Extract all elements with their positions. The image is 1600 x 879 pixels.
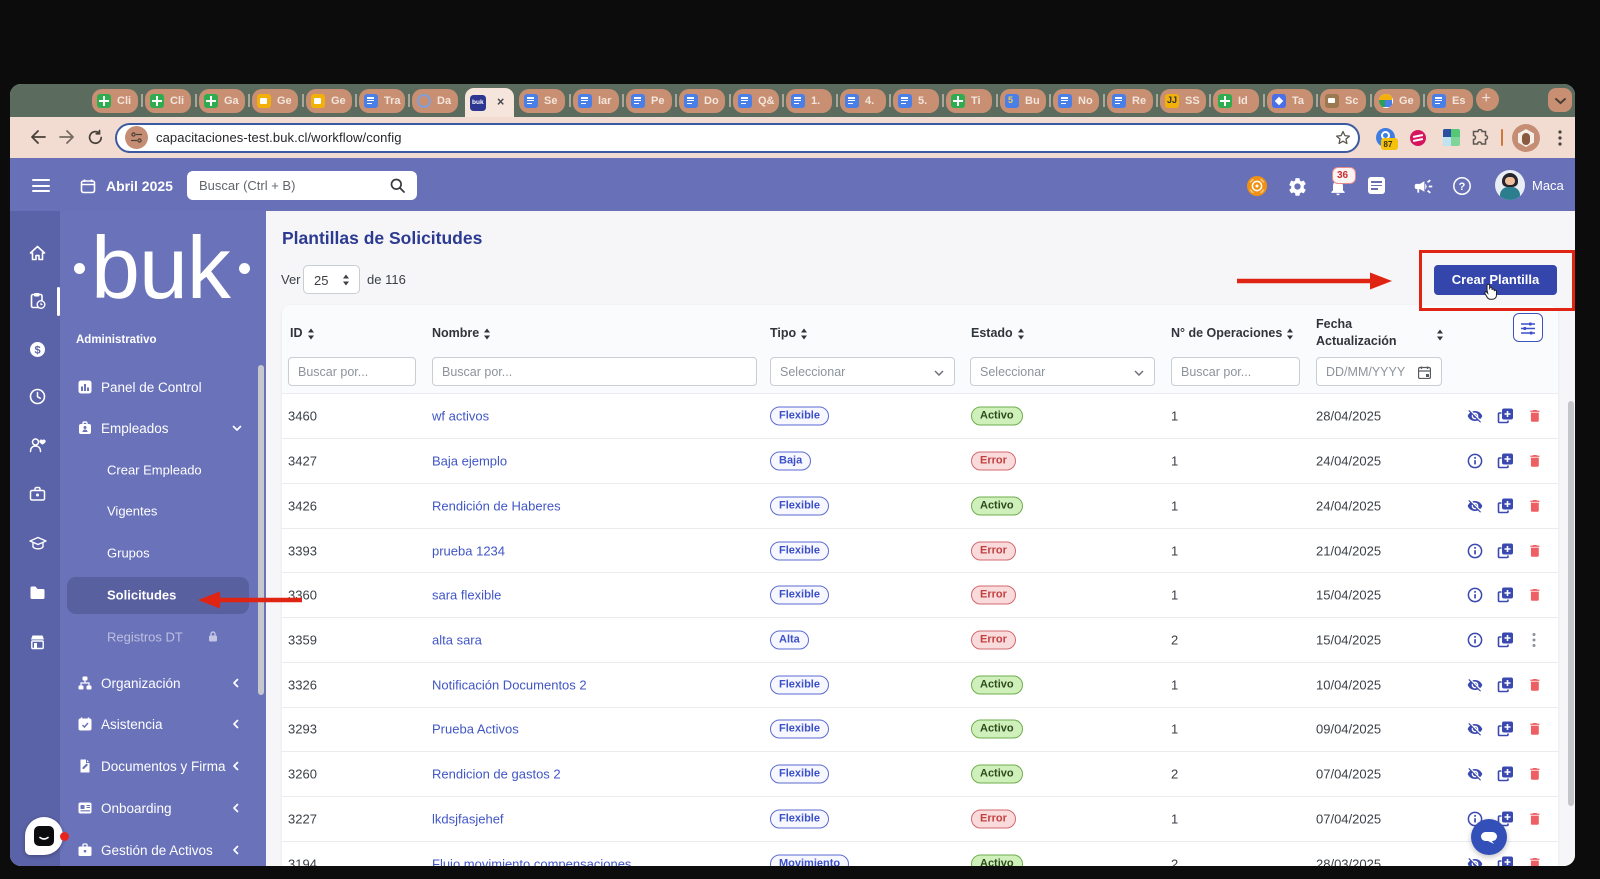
svg-text:?: ? [1459,181,1466,193]
svg-text:$: $ [34,345,40,357]
